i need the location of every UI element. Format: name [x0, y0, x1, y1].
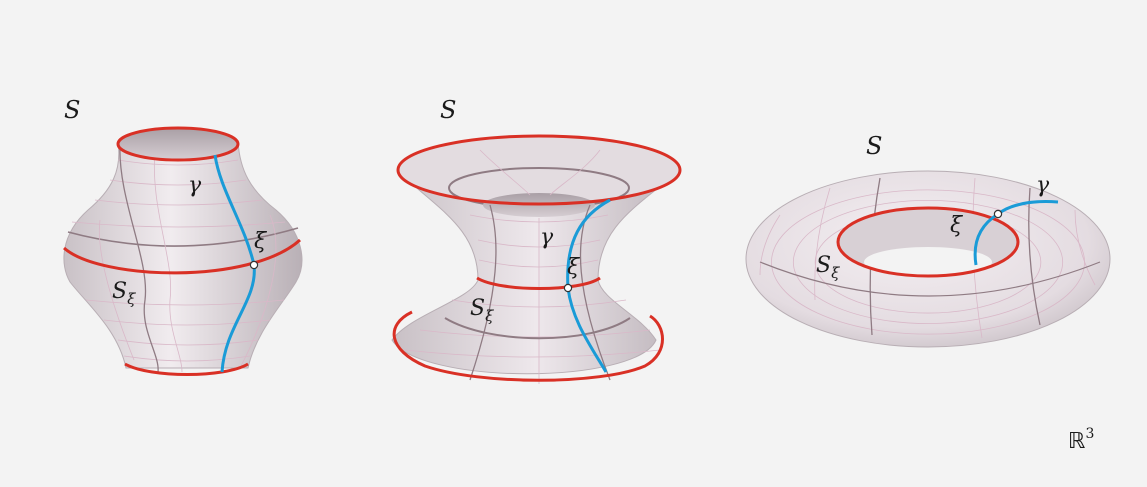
torus-xi-point: [993, 209, 1003, 219]
torus-hole: [864, 247, 992, 277]
hyperboloid-grid-ring: [419, 329, 651, 338]
vase-top-boundary: [116, 126, 240, 162]
vase-section-curve: [63, 238, 302, 275]
vase-body: [63, 141, 303, 369]
vase-grid-ring: [85, 299, 285, 306]
vase-grid-lines: [67, 144, 299, 373]
vase-xi-point: [249, 260, 259, 270]
torus-grid-meridian: [814, 187, 831, 301]
torus-grid-meridian: [759, 214, 781, 276]
hyperboloid-grid-meridian: [479, 149, 531, 196]
vase-label-xi: ξ: [254, 229, 268, 254]
vase-grid-meridian: [239, 214, 277, 369]
hyperboloid-section-curve: [476, 276, 601, 290]
hyperboloid-major-meridian: [469, 204, 497, 381]
vase-grid-meridian: [153, 149, 183, 373]
hyperboloid-top-boundary: [396, 134, 682, 206]
hyperboloid-lower-ring: [444, 317, 631, 340]
hyperboloid-label-gamma: γ: [540, 225, 554, 250]
vase-label-s: S: [64, 96, 80, 124]
hyperboloid-grid-ring: [478, 259, 599, 268]
vase-grid-ring: [109, 179, 247, 186]
vase-bottom-boundary: [124, 362, 249, 376]
vase-surface: [63, 126, 303, 376]
torus-label-s: S: [866, 132, 882, 160]
vase-top-opening: [118, 128, 238, 160]
vase-grid-ring: [103, 319, 271, 326]
vase-grid-ring: [123, 355, 251, 362]
hyperboloid-label-section: Sξ: [470, 296, 494, 325]
torus-grid-ring: [792, 199, 1064, 324]
torus-major-ring: [759, 261, 1101, 297]
hyperboloid-bottom-boundary: [392, 310, 664, 382]
vase-grid-ring: [71, 221, 286, 228]
hyperboloid-grid-lines: [404, 149, 661, 384]
hyperboloid-top-interior: [398, 136, 680, 204]
hyperboloid-surface: [391, 134, 682, 384]
space-label: ℝ3: [1068, 426, 1094, 454]
hyperboloid-grid-ring: [404, 349, 661, 358]
torus-grid-meridian: [1074, 209, 1096, 286]
vase-major-ring: [67, 227, 299, 247]
vase-grid-meridian: [98, 219, 135, 361]
vase-major-meridian: [119, 144, 159, 373]
hyperboloid-xi-point: [563, 283, 573, 293]
torus-surface: [745, 170, 1111, 348]
labels: S γ ξ Sξ S γ ξ Sξ S γ ξ Sξ ℝ3: [64, 96, 1094, 454]
vase-grid-ring: [94, 199, 263, 206]
hyperboloid-label-s: S: [440, 96, 456, 124]
torus-label-gamma: γ: [1036, 173, 1050, 198]
vase-label-section: Sξ: [112, 279, 136, 308]
hyperboloid-label-xi: ξ: [567, 255, 581, 280]
vase-grid-ring: [117, 159, 239, 166]
hyperboloid-body: [391, 169, 682, 375]
hyperboloid-grid-meridian: [549, 149, 601, 196]
vase-grid-ring: [117, 339, 259, 346]
torus-label-section: Sξ: [816, 253, 840, 282]
torus-inner-boundary: [836, 206, 1020, 278]
vase-label-gamma: γ: [188, 173, 202, 198]
torus-label-xi: ξ: [950, 213, 964, 238]
